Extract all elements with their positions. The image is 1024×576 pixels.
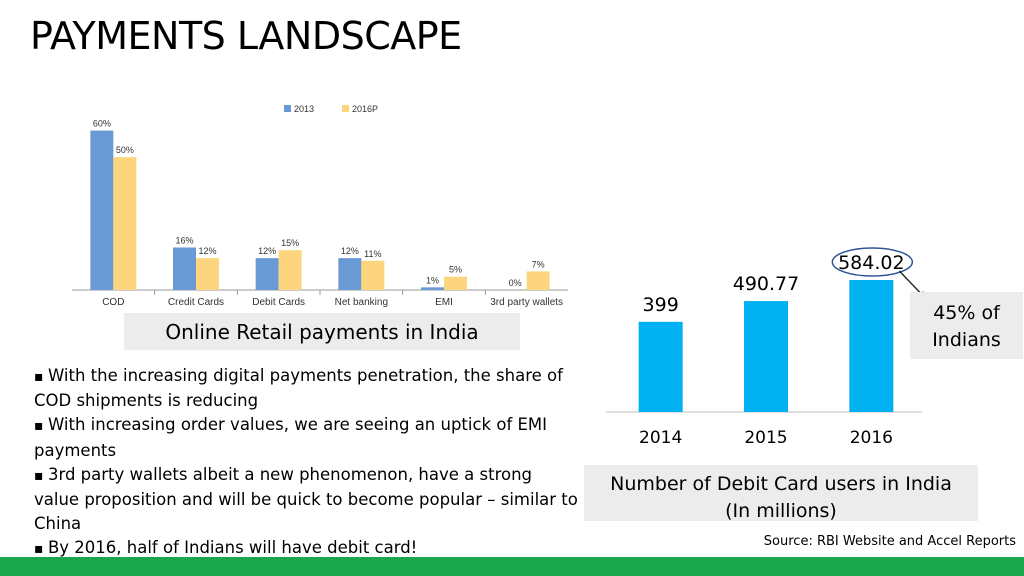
bar: [849, 280, 893, 412]
data-label: 5%: [449, 265, 462, 275]
bullet-list: With the increasing digital payments pen…: [34, 364, 579, 562]
x-tick-label: 2014: [639, 428, 682, 448]
callout-line: Indians: [910, 327, 1023, 354]
footer-bar: [0, 557, 1024, 576]
bar: [361, 261, 384, 290]
data-label: 16%: [175, 235, 193, 245]
right-chart-caption: Number of Debit Card users in India (In …: [584, 465, 978, 521]
data-label: 490.77: [733, 273, 799, 295]
x-tick-label: 2016: [850, 428, 893, 448]
bar: [279, 250, 302, 290]
legend-swatch: [342, 105, 349, 112]
bar: [173, 247, 196, 290]
bullet-item: 3rd party wallets albeit a new phenomeno…: [34, 463, 579, 537]
x-tick-label: 3rd party wallets: [490, 297, 563, 308]
bar: [444, 277, 467, 290]
data-label: 0%: [509, 278, 522, 288]
source-note: Source: RBI Website and Accel Reports: [764, 534, 1016, 549]
bar: [744, 301, 788, 412]
x-tick-label: Net banking: [335, 297, 388, 308]
x-tick-label: 2015: [744, 428, 787, 448]
data-label: 50%: [116, 145, 134, 155]
legend-label: 2013: [294, 104, 314, 114]
bullet-item: With increasing order values, we are see…: [34, 413, 579, 462]
bar: [421, 287, 444, 290]
x-tick-label: COD: [102, 297, 124, 308]
left-chart-caption: Online Retail payments in India: [124, 313, 520, 350]
callout-line: 45% of: [910, 300, 1023, 327]
data-label: 15%: [281, 238, 299, 248]
data-label: 584.02: [838, 252, 904, 274]
callout-box: 45% of Indians: [910, 292, 1023, 359]
bullet-item: With the increasing digital payments pen…: [34, 364, 579, 413]
bar: [113, 157, 136, 290]
data-label: 12%: [341, 246, 359, 256]
data-label: 11%: [364, 249, 381, 259]
debit-card-users-chart: 399 2014 490.77 2015 584.02 2016: [600, 236, 930, 461]
data-label: 60%: [93, 119, 111, 129]
bar: [90, 131, 113, 290]
page-title: PAYMENTS LANDSCAPE: [30, 14, 462, 58]
data-label: 12%: [258, 246, 276, 256]
bar: [256, 258, 279, 290]
legend-label: 2016P: [352, 104, 378, 114]
right-chart-caption-line: (In millions): [584, 498, 978, 525]
x-tick-label: Credit Cards: [168, 297, 224, 308]
bar: [527, 271, 550, 290]
right-chart-caption-line: Number of Debit Card users in India: [584, 471, 978, 498]
bar: [639, 322, 683, 412]
data-label: 12%: [198, 246, 216, 256]
payments-share-chart: 2013 2016P 60% 50% COD 16% 12% Credit Cards 12% 1…: [60, 96, 580, 316]
data-label: 399: [643, 294, 679, 316]
x-tick-label: EMI: [435, 297, 453, 308]
data-label: 7%: [532, 259, 545, 269]
x-tick-label: Debit Cards: [252, 297, 305, 308]
bar: [196, 258, 219, 290]
bar: [338, 258, 361, 290]
data-label: 1%: [426, 275, 439, 285]
legend-swatch: [284, 105, 291, 112]
